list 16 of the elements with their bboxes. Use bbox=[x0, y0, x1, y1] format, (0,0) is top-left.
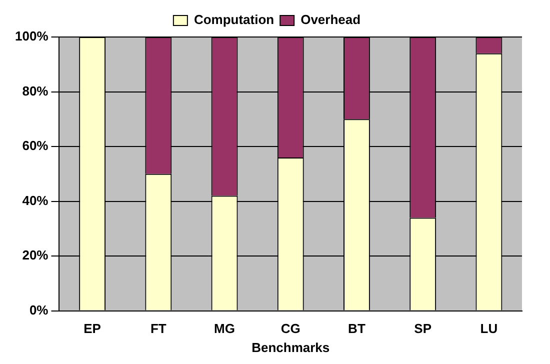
x-tick-label: SP bbox=[414, 321, 432, 336]
x-tick-label: FT bbox=[150, 321, 166, 336]
x-axis-title: Benchmarks bbox=[252, 340, 330, 355]
x-tick-label: LU bbox=[480, 321, 498, 336]
x-tick-label: BT bbox=[348, 321, 366, 336]
y-tick-label: 100% bbox=[15, 28, 49, 44]
x-tick-label: MG bbox=[214, 321, 235, 336]
legend-label: Computation bbox=[194, 12, 274, 28]
y-tick-label: 60% bbox=[22, 138, 49, 154]
y-tick-label: 0% bbox=[29, 302, 49, 318]
x-tick-label: CG bbox=[280, 321, 300, 336]
y-tick-label: 40% bbox=[22, 192, 49, 208]
y-tick-label: 80% bbox=[22, 83, 49, 98]
y-tick-label: 20% bbox=[22, 248, 49, 263]
legend-label: Overhead bbox=[300, 12, 361, 28]
x-tick-label: EP bbox=[84, 321, 102, 336]
